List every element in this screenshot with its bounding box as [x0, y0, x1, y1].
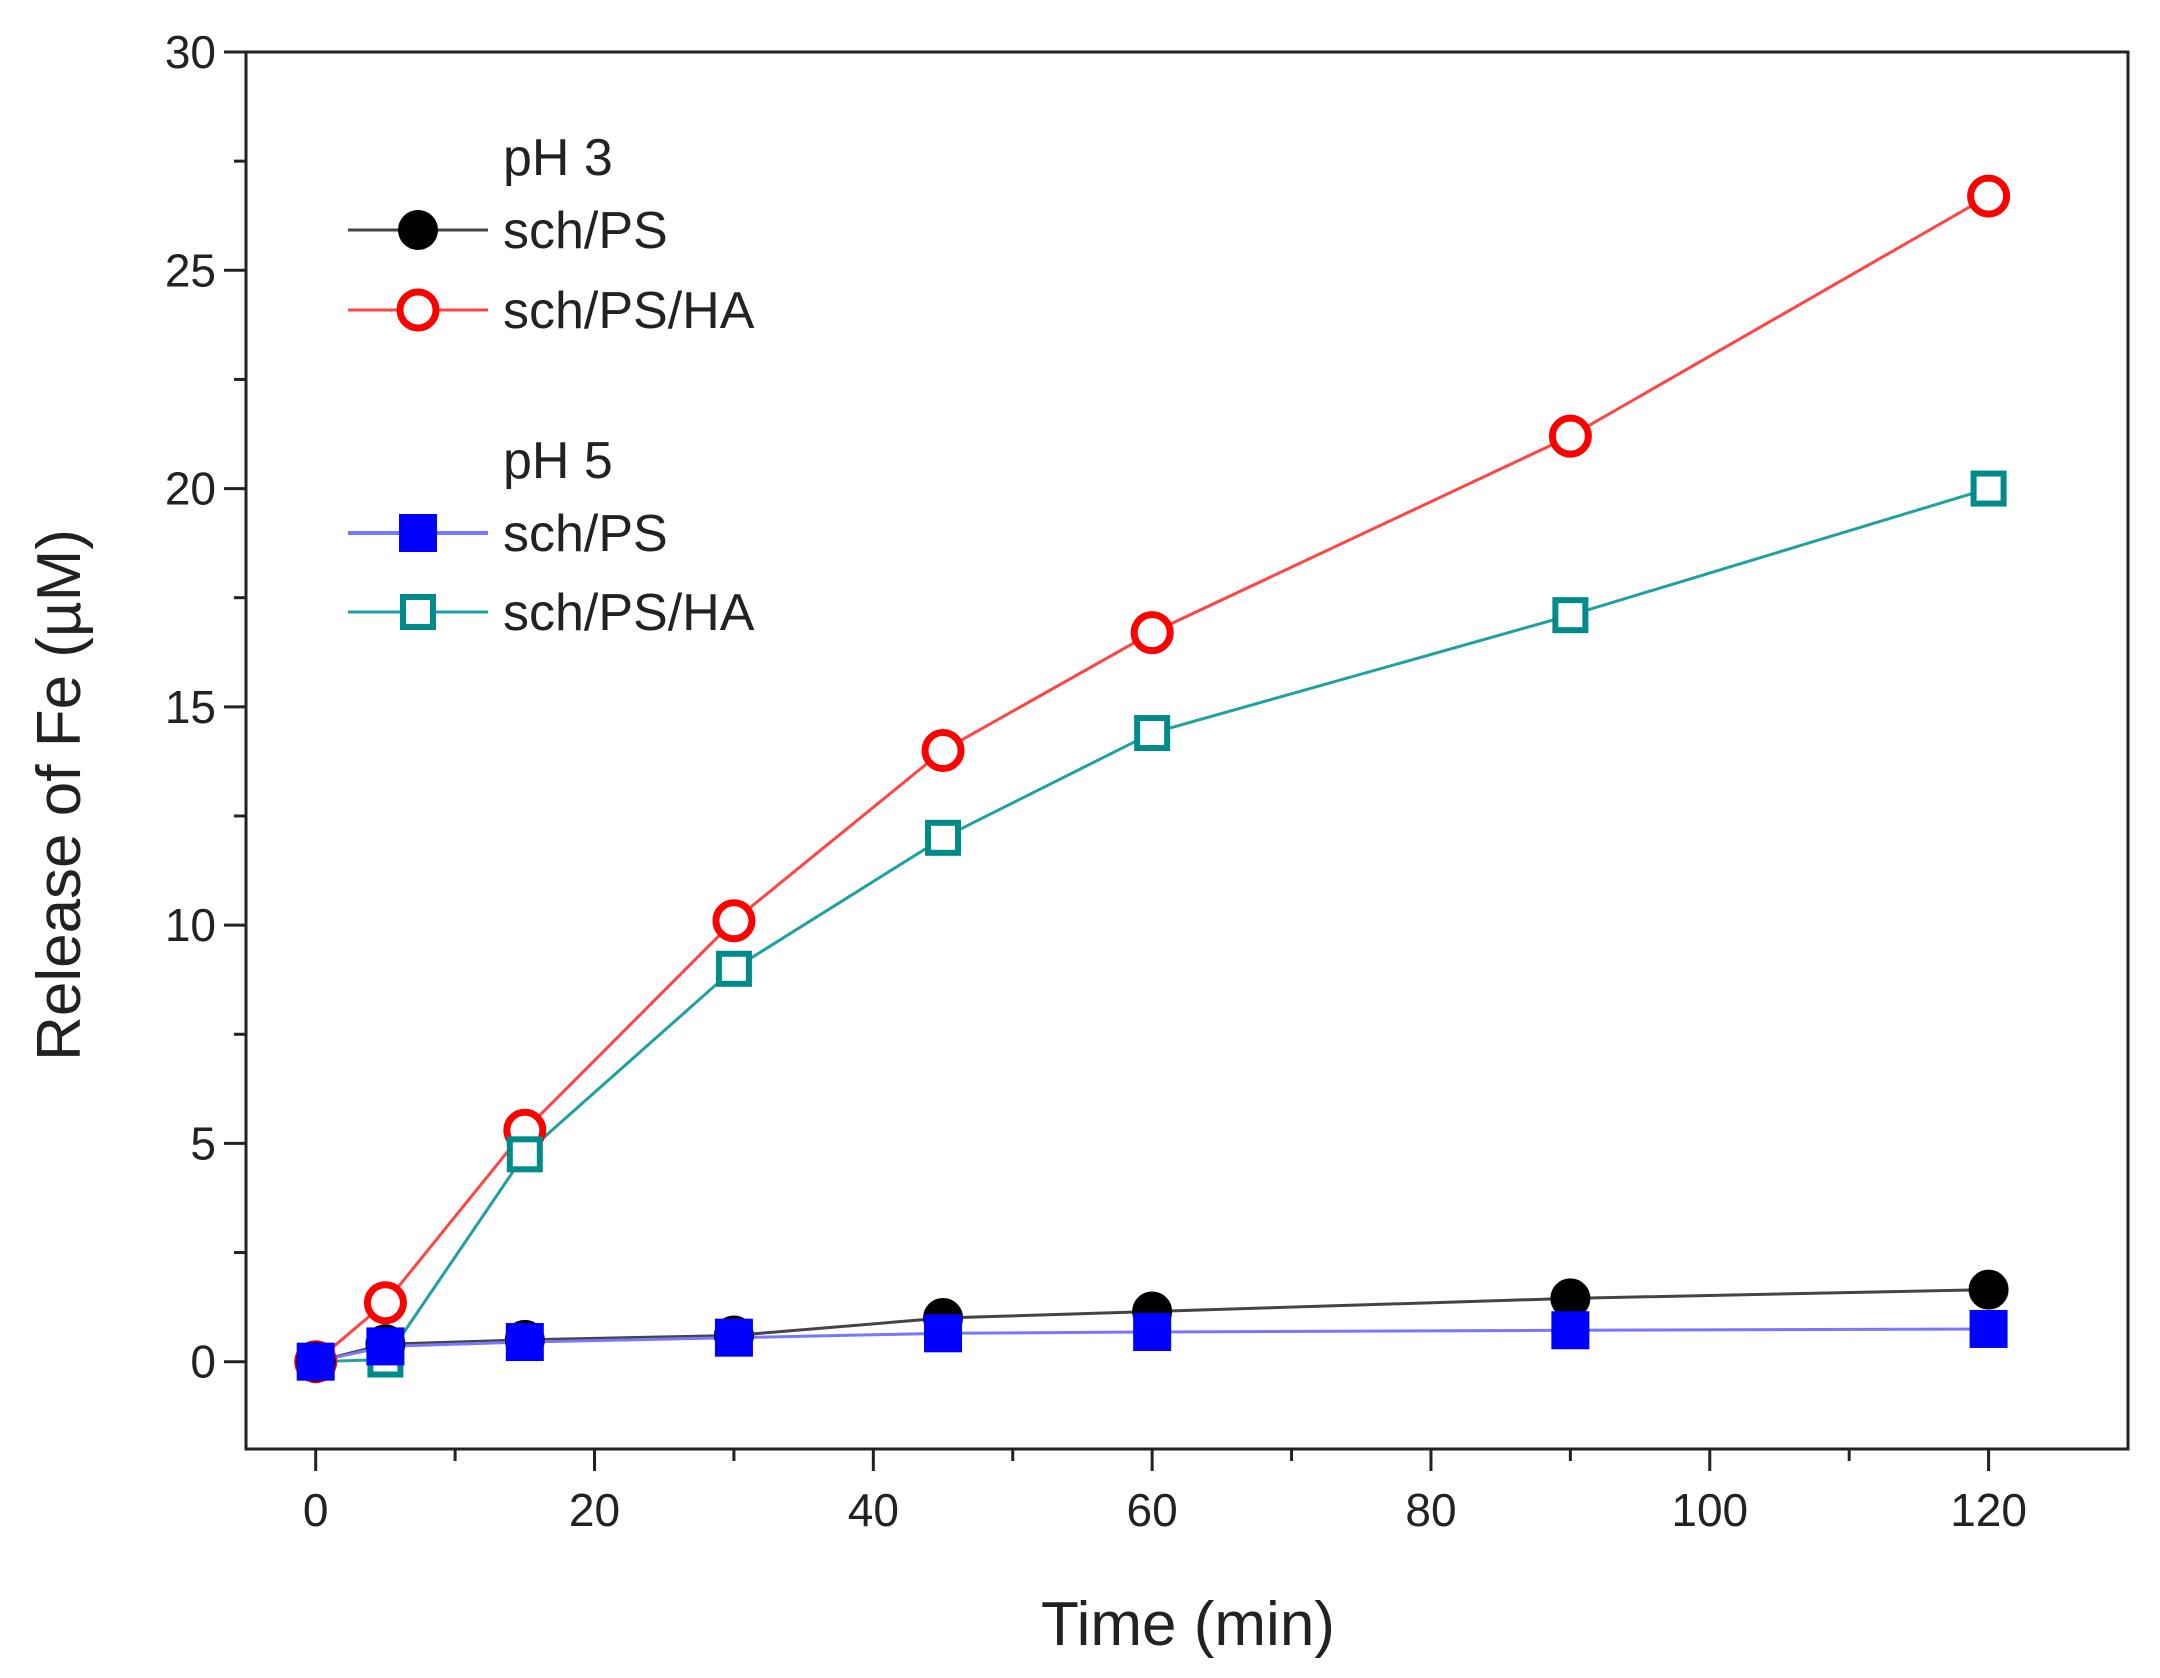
data-point-sch-ps-ph-3 [1968, 1269, 2009, 1310]
y-axis-title: Release of Fe (µM) [25, 529, 94, 1061]
data-point-sch-ps-ha-ph-5 [715, 950, 752, 987]
data-point-sch-ps-ph-5 [366, 1327, 405, 1366]
legend-label: sch/PS/HA [503, 584, 755, 642]
y-tick-label: 20 [165, 463, 216, 515]
x-tick-label: 120 [1950, 1484, 2027, 1536]
series-line-sch-ps-ph-3 [315, 1288, 1989, 1364]
data-point-sch-ps-ha-ph-3 [1130, 611, 1174, 655]
data-point-sch-ps-ha-ph-5 [1970, 470, 2007, 507]
x-tick-label: 80 [1405, 1484, 1456, 1536]
data-point-sch-ps-ha-ph-3 [1548, 414, 1592, 458]
legend-marker [399, 514, 437, 552]
x-tick-label: 40 [848, 1484, 899, 1536]
data-point-sch-ps-ha-ph-5 [1134, 715, 1171, 752]
legend: pH 3 sch/PS sch/PS/HA pH 5 sch/PS sch/PS/HA [348, 129, 755, 642]
legend-label: sch/PS [503, 505, 668, 563]
data-point-sch-ps-ha-ph-3 [921, 729, 965, 772]
legend-marker [398, 210, 438, 250]
x-tick-label: 60 [1127, 1484, 1178, 1536]
data-point-sch-ps-ha-ph-5 [925, 819, 962, 856]
data-point-sch-ps-ha-ph-3 [1967, 174, 2011, 218]
y-tick-label: 5 [190, 1117, 216, 1169]
x-tick-label: 100 [1671, 1484, 1748, 1536]
data-point-sch-ps-ph-5 [1969, 1309, 2008, 1348]
data-point-sch-ps-ha-ph-3 [363, 1281, 407, 1325]
legend-label: sch/PS/HA [503, 282, 755, 340]
y-tick-label: 25 [165, 244, 216, 296]
data-point-sch-ps-ha-ph-3 [712, 899, 756, 943]
legend-marker [400, 594, 436, 630]
data-point-sch-ps-ph-5 [505, 1323, 544, 1362]
data-point-sch-ps-ph-5 [296, 1342, 335, 1381]
data-point-sch-ps-ph-5 [1551, 1311, 1590, 1350]
plot-frame [244, 50, 2130, 1451]
y-tick-label: 30 [165, 26, 216, 78]
y-tick-label: 10 [165, 899, 216, 951]
x-tick-label: 0 [303, 1484, 329, 1536]
data-point-sch-ps-ha-ph-5 [506, 1136, 543, 1173]
legend-group-title: pH 3 [503, 129, 613, 187]
y-tick-label: 0 [190, 1336, 216, 1388]
data-point-sch-ps-ph-5 [714, 1318, 753, 1357]
legend-group-title: pH 5 [503, 432, 613, 490]
legend-marker [396, 288, 440, 332]
series-line-sch-ps-ph-5 [315, 1327, 1989, 1364]
x-axis-title: Time (min) [1041, 1590, 1335, 1659]
series-line-sch-ps-ha-ph-5 [315, 487, 1990, 1364]
data-point-sch-ps-ph-5 [1133, 1313, 1172, 1352]
x-tick-label: 20 [569, 1484, 620, 1536]
legend-label: sch/PS [503, 202, 668, 260]
data-point-sch-ps-ha-ph-5 [1552, 597, 1589, 634]
series-line-sch-ps-ha-ph-3 [314, 194, 1990, 1363]
data-point-sch-ps-ph-5 [924, 1314, 963, 1353]
y-tick-label: 15 [165, 681, 216, 733]
